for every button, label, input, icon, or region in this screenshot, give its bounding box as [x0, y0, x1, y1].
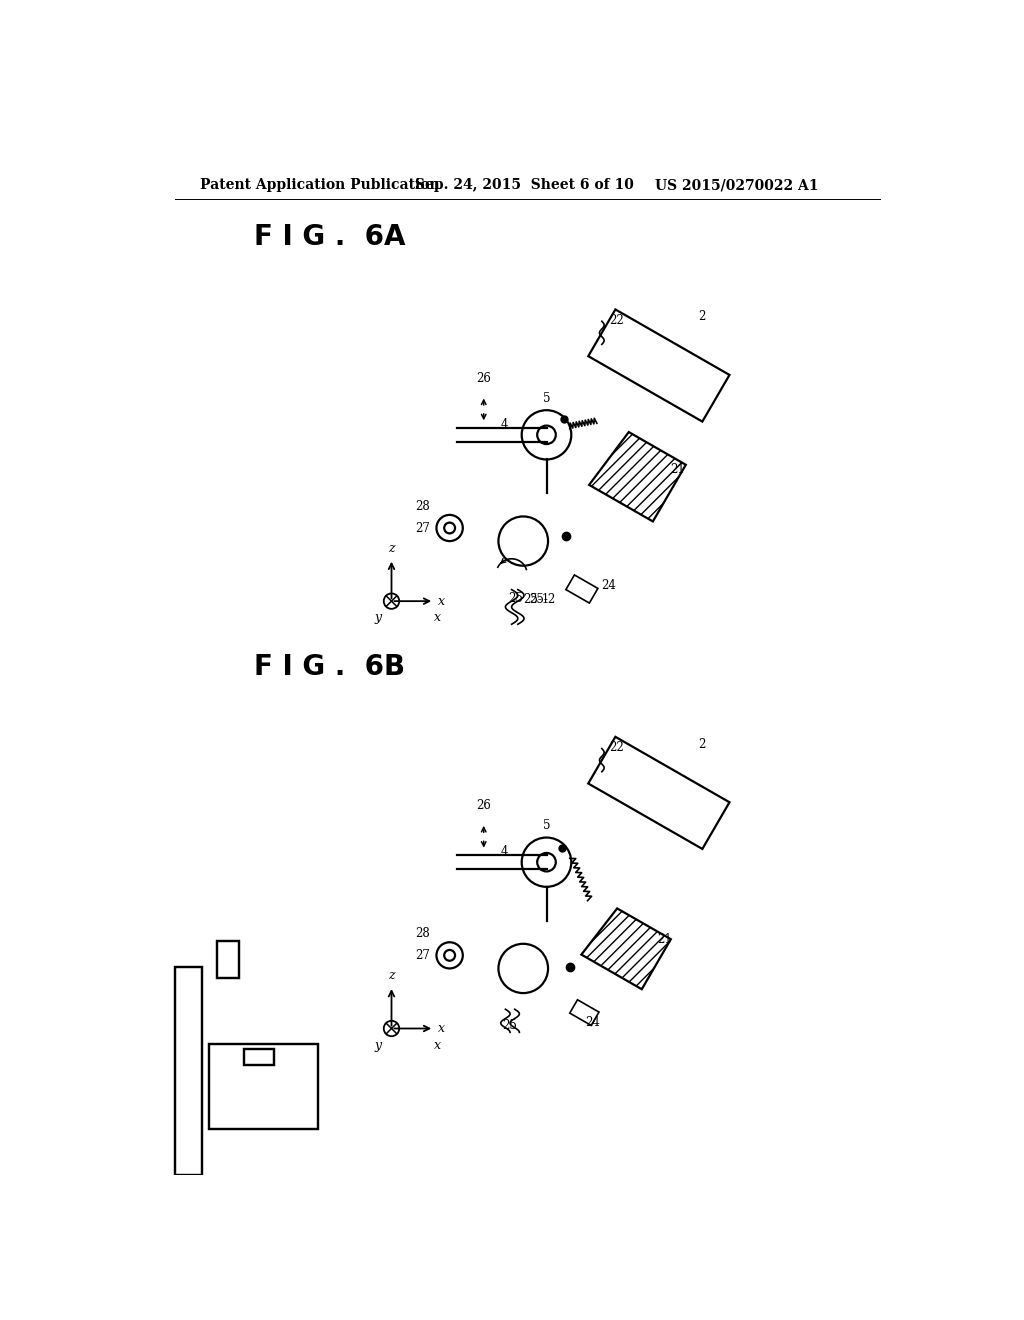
Text: 28: 28 — [416, 500, 430, 513]
Text: 28: 28 — [416, 927, 430, 940]
Text: F I G .  6B: F I G . 6B — [254, 652, 406, 681]
Text: F I G .  6A: F I G . 6A — [254, 223, 406, 251]
Text: 5: 5 — [543, 820, 550, 832]
Text: 22: 22 — [609, 742, 624, 755]
Text: z: z — [388, 969, 395, 982]
Text: 2: 2 — [697, 310, 706, 323]
Text: 24: 24 — [601, 579, 615, 593]
Text: 25: 25 — [503, 1019, 517, 1032]
Text: Patent Application Publication: Patent Application Publication — [200, 178, 439, 193]
Text: 4: 4 — [501, 845, 508, 858]
Text: Sep. 24, 2015  Sheet 6 of 10: Sep. 24, 2015 Sheet 6 of 10 — [415, 178, 634, 193]
Text: 26: 26 — [476, 372, 492, 385]
Text: 25: 25 — [508, 591, 522, 605]
Text: 21: 21 — [671, 463, 685, 477]
Text: y: y — [375, 611, 381, 624]
Text: 22: 22 — [609, 314, 624, 327]
Text: y: y — [375, 1039, 381, 1052]
Text: 2: 2 — [697, 738, 706, 751]
Text: 5: 5 — [543, 392, 550, 405]
Text: US 2015/0270022 A1: US 2015/0270022 A1 — [655, 178, 818, 193]
Text: 24: 24 — [586, 1016, 600, 1028]
Text: 27: 27 — [416, 521, 430, 535]
Text: 25-1: 25-1 — [523, 594, 550, 606]
Text: x: x — [438, 1022, 445, 1035]
Text: 4: 4 — [501, 417, 508, 430]
Text: 21: 21 — [657, 933, 672, 945]
Text: x: x — [434, 611, 441, 624]
Text: 25-2: 25-2 — [529, 594, 556, 606]
Text: x: x — [438, 594, 445, 607]
Text: 26: 26 — [476, 799, 492, 812]
Text: z: z — [388, 543, 395, 554]
Text: x: x — [434, 1039, 441, 1052]
Text: 27: 27 — [416, 949, 430, 962]
